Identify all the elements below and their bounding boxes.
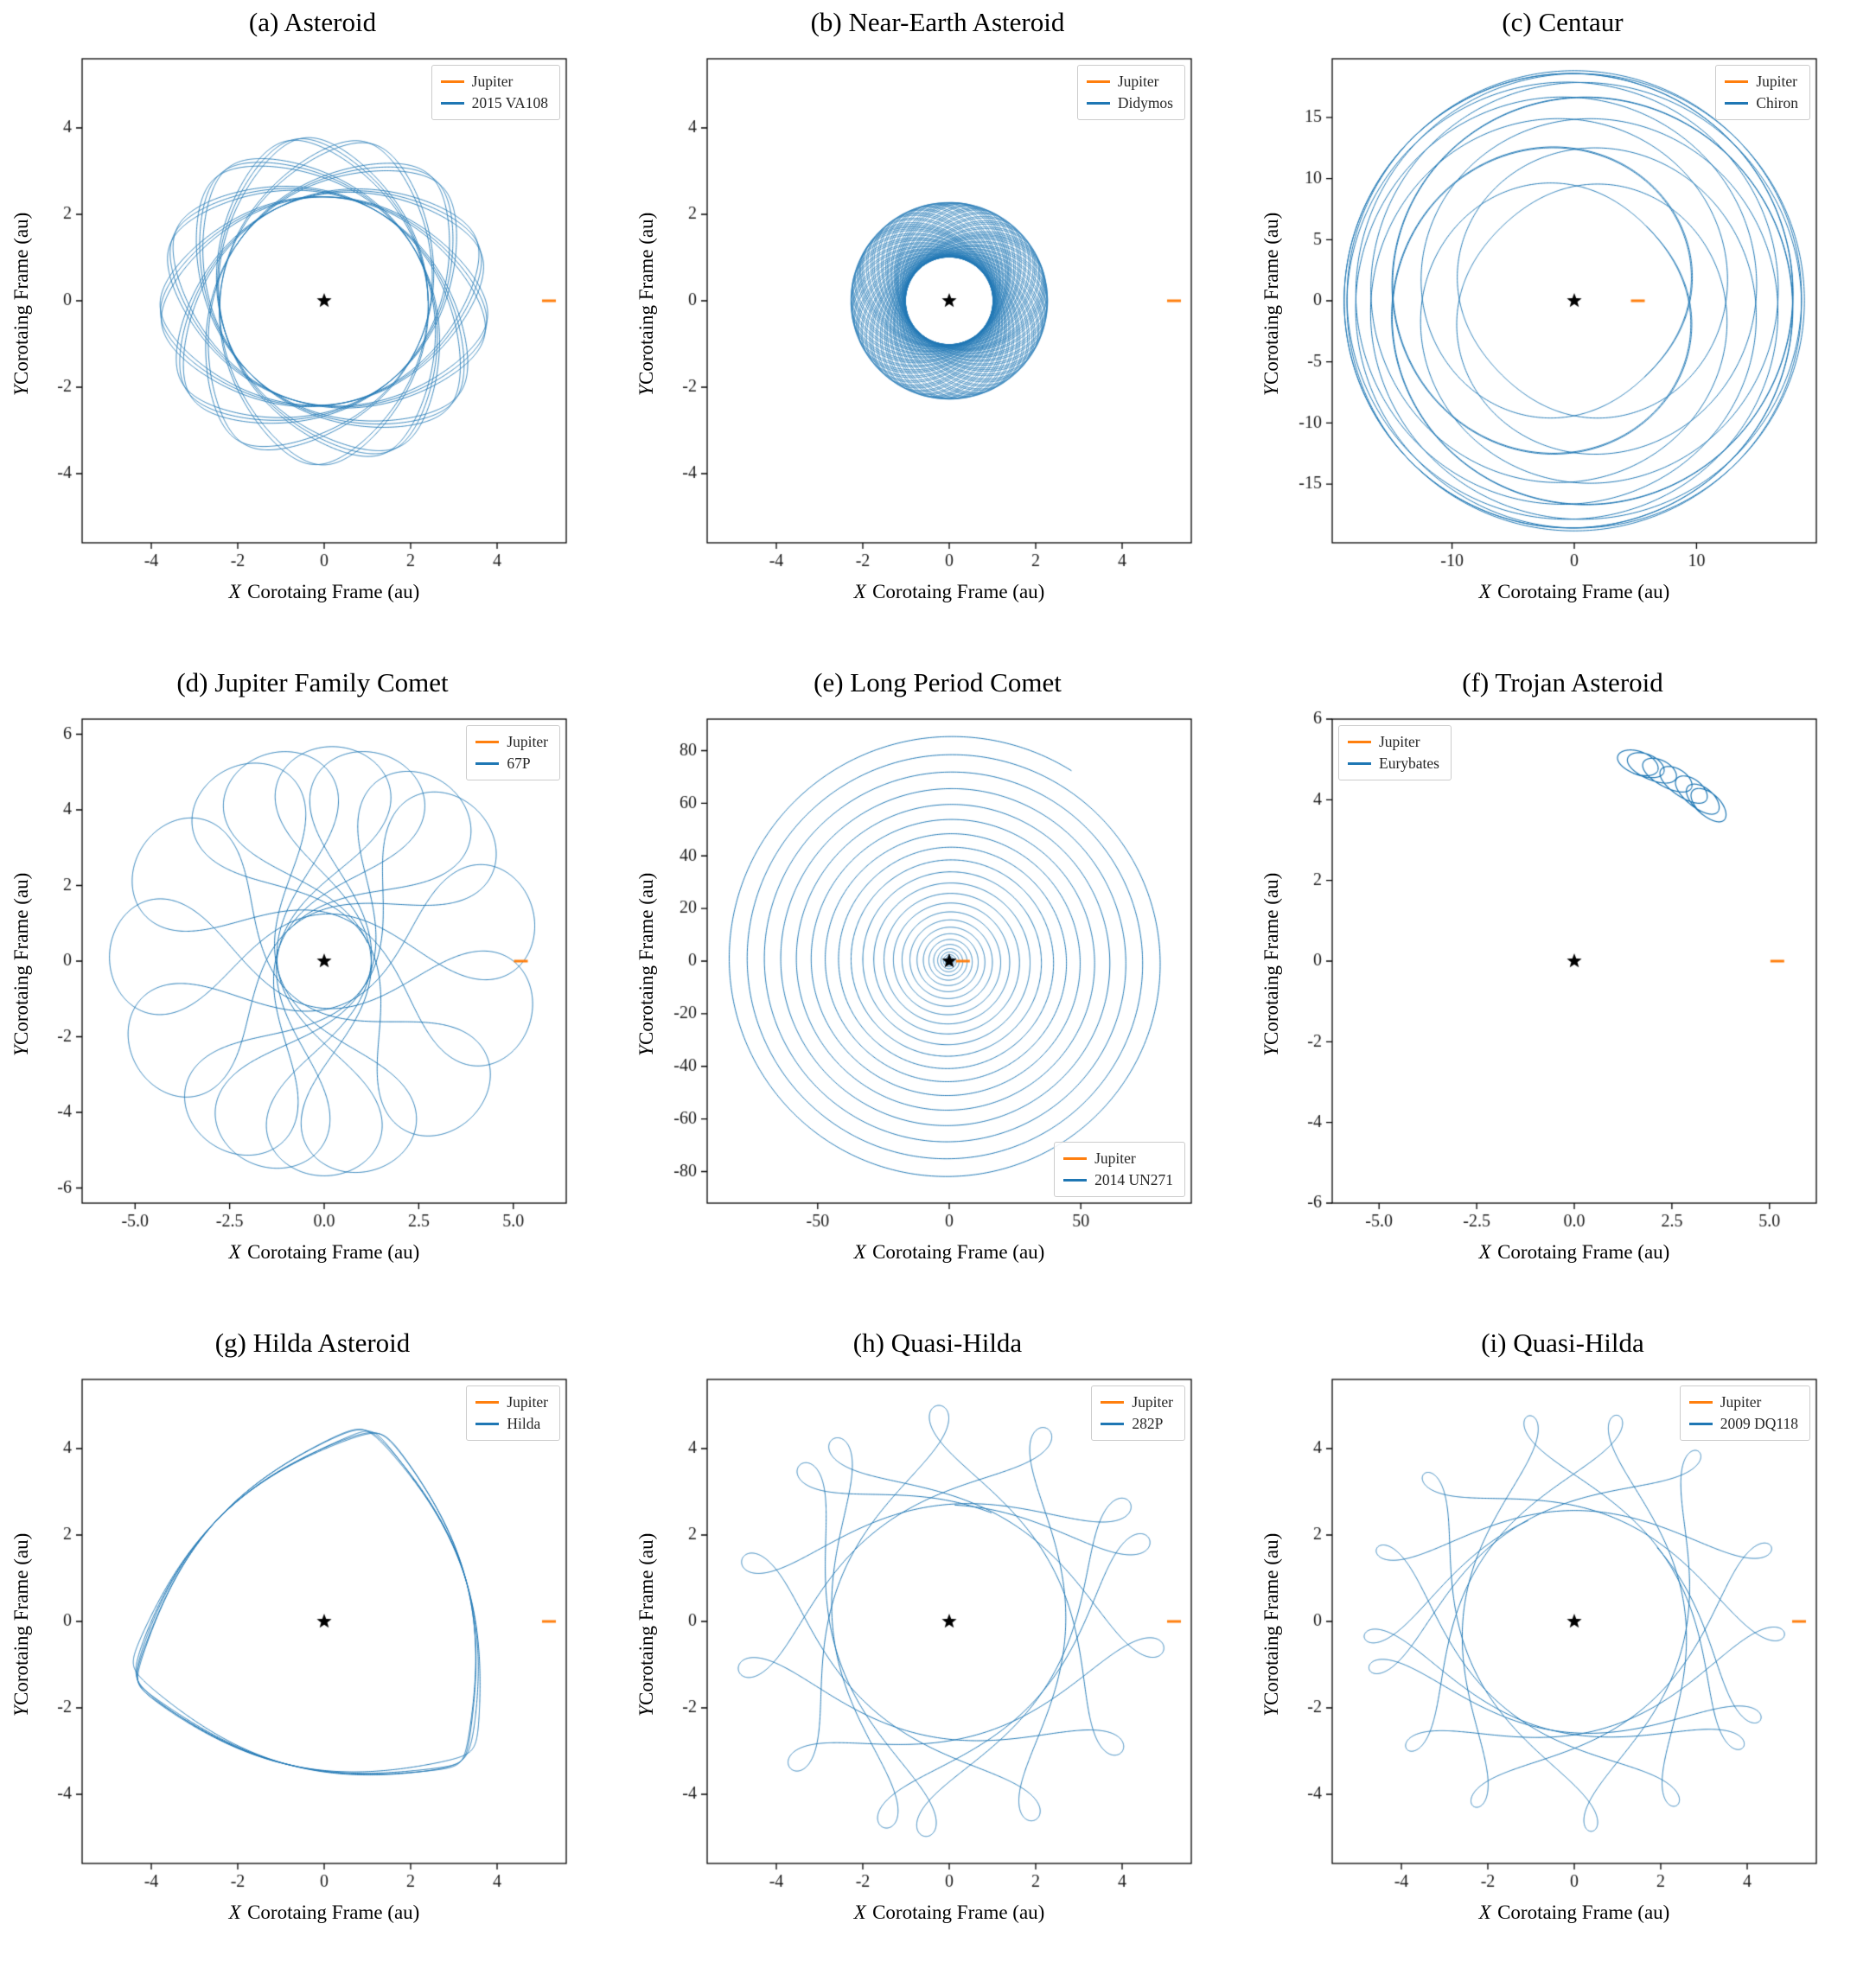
y-axis-variable: Y	[1260, 1704, 1282, 1717]
panel-title: (b) Near-Earth Asteroid	[810, 7, 1065, 37]
y-axis-variable: Y	[635, 1044, 657, 1056]
y-axis-label-text: Corotaing Frame (au)	[1260, 212, 1282, 385]
y-axis-variable: Y	[1260, 384, 1282, 396]
orbit-plot-canvas	[0, 698, 625, 1314]
y-axis-label-text: Corotaing Frame (au)	[1260, 1532, 1282, 1705]
orbit-plot-canvas	[1250, 698, 1875, 1314]
y-axis-variable: Y	[10, 1044, 32, 1056]
x-axis-label: X Corotaing Frame (au)	[82, 1901, 566, 1924]
y-axis-label: Y Corotaing Frame (au)	[1257, 59, 1286, 543]
x-axis-label: X Corotaing Frame (au)	[1332, 1241, 1816, 1264]
x-axis-variable: X	[1478, 1901, 1491, 1923]
orbit-plot-canvas	[625, 38, 1250, 653]
x-axis-label-text: Corotaing Frame (au)	[1497, 1241, 1670, 1263]
y-axis-variable: Y	[10, 384, 32, 396]
panel-title: (d) Jupiter Family Comet	[176, 667, 449, 697]
y-axis-label-text: Corotaing Frame (au)	[635, 1532, 657, 1705]
y-axis-variable: Y	[635, 384, 657, 396]
x-axis-label: X Corotaing Frame (au)	[1332, 581, 1816, 603]
panel-e: (e) Long Period Comet Y Corotaing Frame (…	[625, 660, 1250, 1321]
orbit-plot-canvas	[0, 38, 625, 653]
y-axis-label: Y Corotaing Frame (au)	[1257, 719, 1286, 1203]
y-axis-variable: Y	[1260, 1044, 1282, 1056]
x-axis-label: X Corotaing Frame (au)	[707, 581, 1191, 603]
panel-title: (c) Centaur	[1502, 7, 1624, 37]
x-axis-label-text: Corotaing Frame (au)	[247, 581, 420, 602]
x-axis-variable: X	[853, 1241, 866, 1263]
y-axis-label-text: Corotaing Frame (au)	[10, 872, 32, 1045]
x-axis-label: X Corotaing Frame (au)	[82, 581, 566, 603]
orbit-plot-canvas	[1250, 1359, 1875, 1974]
x-axis-label-text: Corotaing Frame (au)	[1497, 1901, 1670, 1923]
panel-a: (a) Asteroid Y Corotaing Frame (au) X Coro…	[0, 0, 625, 660]
x-axis-variable: X	[853, 1901, 866, 1923]
y-axis-label-text: Corotaing Frame (au)	[10, 1532, 32, 1705]
orbit-plot-canvas	[0, 1359, 625, 1974]
x-axis-label-text: Corotaing Frame (au)	[872, 1241, 1045, 1263]
y-axis-label: Y Corotaing Frame (au)	[7, 719, 36, 1203]
panel-title: (e) Long Period Comet	[814, 667, 1062, 697]
x-axis-variable: X	[228, 581, 241, 602]
x-axis-variable: X	[228, 1901, 241, 1923]
x-axis-label: X Corotaing Frame (au)	[82, 1241, 566, 1264]
x-axis-label: X Corotaing Frame (au)	[1332, 1901, 1816, 1924]
x-axis-variable: X	[853, 581, 866, 602]
panel-f: (f) Trojan Asteroid Y Corotaing Frame (au…	[1250, 660, 1875, 1321]
x-axis-label-text: Corotaing Frame (au)	[1497, 581, 1670, 602]
x-axis-label: X Corotaing Frame (au)	[707, 1241, 1191, 1264]
x-axis-label-text: Corotaing Frame (au)	[872, 581, 1045, 602]
panel-title: (f) Trojan Asteroid	[1462, 667, 1663, 697]
y-axis-label-text: Corotaing Frame (au)	[10, 212, 32, 385]
orbit-plot-canvas	[1250, 38, 1875, 653]
panel-b: (b) Near-Earth Asteroid Y Corotaing Frame…	[625, 0, 1250, 660]
panel-title: (a) Asteroid	[248, 7, 377, 37]
y-axis-label: Y Corotaing Frame (au)	[632, 1379, 661, 1863]
orbit-plot-canvas	[625, 698, 1250, 1314]
panel-c: (c) Centaur Y Corotaing Frame (au) X Corot…	[1250, 0, 1875, 660]
x-axis-label-text: Corotaing Frame (au)	[247, 1241, 420, 1263]
y-axis-variable: Y	[10, 1704, 32, 1717]
panel-g: (g) Hilda Asteroid Y Corotaing Frame (au)…	[0, 1321, 625, 1981]
y-axis-label: Y Corotaing Frame (au)	[632, 59, 661, 543]
x-axis-variable: X	[1478, 581, 1491, 602]
x-axis-label-text: Corotaing Frame (au)	[247, 1901, 420, 1923]
panel-d: (d) Jupiter Family Comet Y Corotaing Fram…	[0, 660, 625, 1321]
y-axis-label-text: Corotaing Frame (au)	[1260, 872, 1282, 1045]
panel-title: (h) Quasi-Hilda	[852, 1328, 1023, 1358]
panel-title: (i) Quasi-Hilda	[1481, 1328, 1644, 1358]
y-axis-label: Y Corotaing Frame (au)	[7, 1379, 36, 1863]
x-axis-label: X Corotaing Frame (au)	[707, 1901, 1191, 1924]
y-axis-label: Y Corotaing Frame (au)	[632, 719, 661, 1203]
x-axis-variable: X	[228, 1241, 241, 1263]
y-axis-variable: Y	[635, 1704, 657, 1717]
panel-title: (g) Hilda Asteroid	[214, 1328, 411, 1358]
y-axis-label-text: Corotaing Frame (au)	[635, 212, 657, 385]
orbit-plot-canvas	[625, 1359, 1250, 1974]
y-axis-label-text: Corotaing Frame (au)	[635, 872, 657, 1045]
y-axis-label: Y Corotaing Frame (au)	[7, 59, 36, 543]
y-axis-label: Y Corotaing Frame (au)	[1257, 1379, 1286, 1863]
x-axis-variable: X	[1478, 1241, 1491, 1263]
x-axis-label-text: Corotaing Frame (au)	[872, 1901, 1045, 1923]
